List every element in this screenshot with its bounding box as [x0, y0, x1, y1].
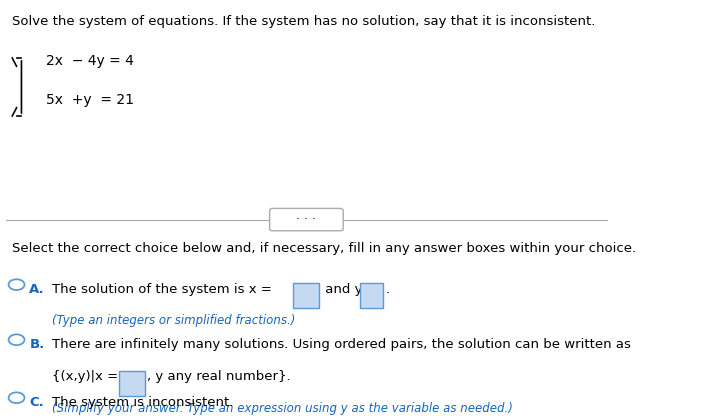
Text: The system is inconsistent.: The system is inconsistent.	[52, 396, 233, 409]
FancyBboxPatch shape	[120, 371, 146, 396]
Text: B.: B.	[30, 338, 45, 351]
Text: · · ·: · · ·	[297, 213, 316, 226]
Text: 2x  − 4y = 4: 2x − 4y = 4	[46, 54, 134, 68]
Text: There are infinitely many solutions. Using ordered pairs, the solution can be wr: There are infinitely many solutions. Usi…	[52, 338, 631, 351]
FancyBboxPatch shape	[293, 283, 318, 308]
FancyBboxPatch shape	[270, 209, 343, 231]
Text: C.: C.	[30, 396, 44, 409]
Text: (Type an integers or simplified fractions.): (Type an integers or simplified fraction…	[52, 314, 295, 326]
FancyBboxPatch shape	[360, 283, 383, 308]
Text: A.: A.	[30, 283, 45, 296]
Text: , y any real number}.: , y any real number}.	[147, 370, 291, 383]
Text: The solution of the system is x =: The solution of the system is x =	[52, 283, 272, 296]
Text: Solve the system of equations. If the system has no solution, say that it is inc: Solve the system of equations. If the sy…	[12, 15, 595, 28]
Text: 5x  +y  = 21: 5x +y = 21	[46, 93, 134, 107]
Text: {(x,y)|x =: {(x,y)|x =	[52, 370, 118, 383]
Text: (Simplify your answer. Type an expression using y as the variable as needed.): (Simplify your answer. Type an expressio…	[52, 402, 513, 415]
Text: and y =: and y =	[321, 283, 378, 296]
Text: .: .	[385, 283, 389, 296]
Text: Select the correct choice below and, if necessary, fill in any answer boxes with: Select the correct choice below and, if …	[12, 242, 636, 255]
